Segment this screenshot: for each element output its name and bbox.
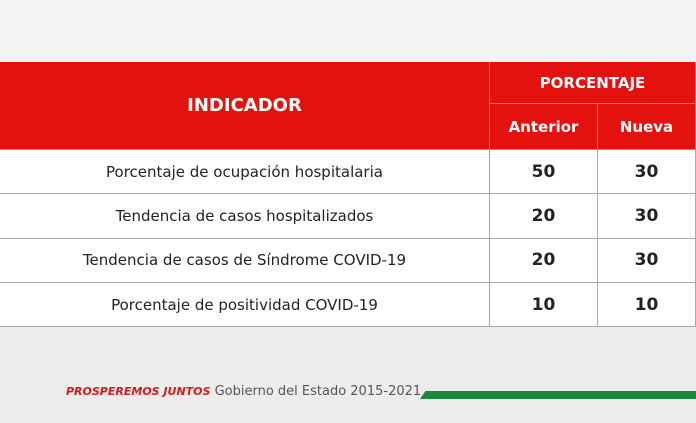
government: Gobierno del Estado 2015-2021 [214, 384, 422, 399]
header-group: PORCENTAJE [490, 62, 696, 104]
indicator-cell: Porcentaje de positividad COVID-19 [0, 282, 490, 328]
footer-stripe [420, 391, 696, 399]
header-column: Nueva [598, 104, 696, 150]
value-cell: 50 [490, 150, 598, 195]
indicator-cell: Tendencia de casos hospitalizados [0, 194, 490, 239]
value-cell: 10 [598, 282, 696, 328]
indicator-cell: Porcentaje de ocupación hospitalaria [0, 150, 490, 195]
value-cell: 30 [598, 194, 696, 239]
footer: PROSPEREMOS JUNTOS Gobierno del Estado 2… [66, 384, 421, 399]
header-indicator: INDICADOR [0, 62, 490, 150]
indicator-cell: Tendencia de casos de Síndrome COVID-19 [0, 238, 490, 283]
value-cell: 30 [598, 150, 696, 195]
value-cell: 10 [490, 282, 598, 328]
header-column: Anterior [490, 104, 598, 150]
value-cell: 30 [598, 238, 696, 283]
value-cell: 20 [490, 194, 598, 239]
value-cell: 20 [490, 238, 598, 283]
slogan: PROSPEREMOS JUNTOS [66, 385, 211, 398]
